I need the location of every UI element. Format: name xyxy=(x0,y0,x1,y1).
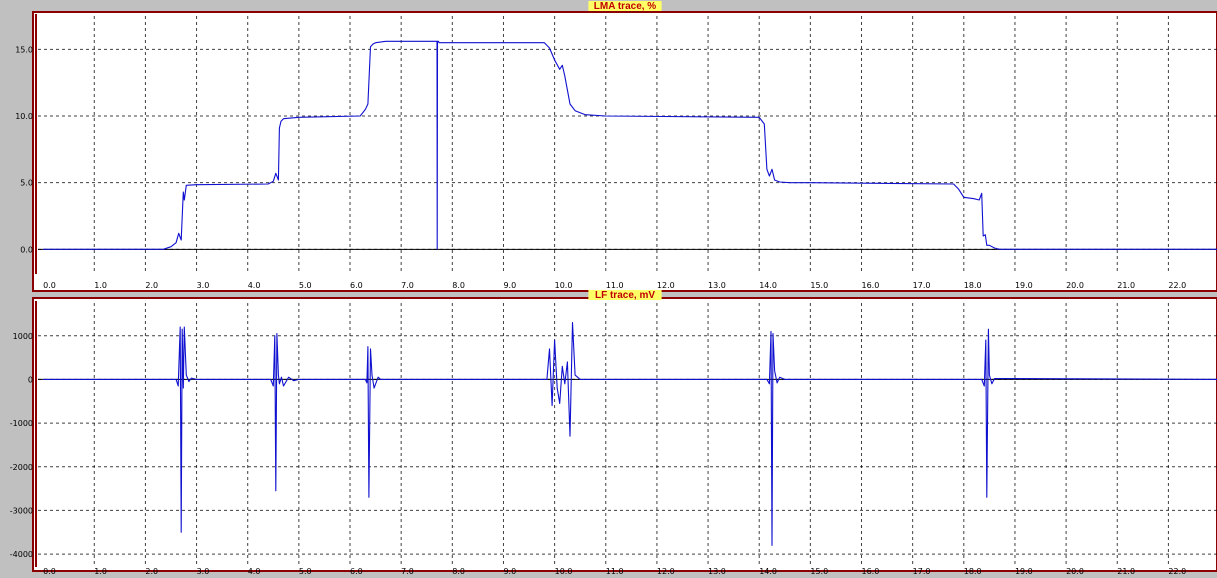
lf-plot-frame xyxy=(32,297,1217,572)
lf-x-tick-label: 17.0 xyxy=(913,567,931,576)
lma-title-badge xyxy=(588,1,662,11)
lf-y-tick-label: 0 xyxy=(28,375,33,384)
lf-x-tick-label: 11.0 xyxy=(606,567,624,576)
lf-x-tick-label: 0.0 xyxy=(43,567,56,576)
lf-x-tick-label: 13.0 xyxy=(708,567,726,576)
lf-x-tick-label: 22.0 xyxy=(1168,567,1186,576)
lf-y-tick-label: 1000 xyxy=(13,332,33,341)
lma-x-tick-label: 13.0 xyxy=(708,281,726,290)
lma-x-tick-label: 7.0 xyxy=(401,281,414,290)
lf-x-tick-label: 2.0 xyxy=(145,567,158,576)
lma-x-tick-label: 20.0 xyxy=(1066,281,1084,290)
lma-x-tick-label: 22.0 xyxy=(1168,281,1186,290)
lma-x-tick-label: 0.0 xyxy=(43,281,56,290)
lf-x-tick-label: 7.0 xyxy=(401,567,414,576)
lf-x-tick-label: 1.0 xyxy=(94,567,107,576)
lma-plot-frame xyxy=(32,11,1217,292)
lf-y-tick-label: -3000 xyxy=(10,506,33,515)
lf-title-badge xyxy=(588,290,662,300)
lf-x-tick-label: 5.0 xyxy=(299,567,312,576)
lma-x-tick-label: 3.0 xyxy=(197,281,210,290)
lf-x-tick-label: 19.0 xyxy=(1015,567,1033,576)
lma-x-tick-label: 4.0 xyxy=(248,281,261,290)
lma-y-tick-label: 5.0 xyxy=(20,179,33,188)
lf-x-tick-label: 8.0 xyxy=(452,567,465,576)
lma-y-tick-label: 15.0 xyxy=(15,45,33,54)
lf-x-tick-label: 3.0 xyxy=(197,567,210,576)
lf-y-tick-label: -4000 xyxy=(10,550,33,559)
lma-x-tick-label: 6.0 xyxy=(350,281,363,290)
lf-x-tick-label: 18.0 xyxy=(964,567,982,576)
lf-x-tick-label: 4.0 xyxy=(248,567,261,576)
lma-x-tick-label: 12.0 xyxy=(657,281,675,290)
lf-x-tick-label: 14.0 xyxy=(759,567,777,576)
lma-x-tick-label: 16.0 xyxy=(862,281,880,290)
lma-x-tick-label: 21.0 xyxy=(1117,281,1135,290)
lma-x-tick-label: 17.0 xyxy=(913,281,931,290)
lma-x-tick-label: 14.0 xyxy=(759,281,777,290)
lma-y-tick-label: 10.0 xyxy=(15,112,33,121)
lf-x-tick-label: 15.0 xyxy=(810,567,828,576)
lf-x-tick-label: 10.0 xyxy=(555,567,573,576)
lma-trace-chart: 0.0 1.0 2.0 3.0 4.0 5.0 6.0 7.0 8.0 9.0 10.0 11.0 12… xyxy=(15,1,1217,292)
lma-x-tick-label: 2.0 xyxy=(145,281,158,290)
lf-trace-series xyxy=(43,322,1217,546)
lma-x-tick-label: 5.0 xyxy=(299,281,312,290)
lma-x-tick-label: 15.0 xyxy=(810,281,828,290)
lf-x-tick-label: 6.0 xyxy=(350,567,363,576)
lf-trace-chart: 0.0 1.0 2.0 3.0 4.0 5.0 6.0 7.0 8.0 9.0 10.0 11.0 12… xyxy=(10,290,1217,576)
lma-x-tick-label: 8.0 xyxy=(452,281,465,290)
lf-x-tick-label: 16.0 xyxy=(862,567,880,576)
lma-x-tick-label: 9.0 xyxy=(503,281,516,290)
lma-x-tick-label: 18.0 xyxy=(964,281,982,290)
lf-chart-title: LF trace, mV xyxy=(595,290,655,301)
lma-x-tick-label: 1.0 xyxy=(94,281,107,290)
lf-x-tick-label: 12.0 xyxy=(657,567,675,576)
lma-trace-series xyxy=(43,40,1217,250)
lf-y-tick-label: -2000 xyxy=(10,463,33,472)
lf-x-tick-label: 20.0 xyxy=(1066,567,1084,576)
lf-x-tick-label: 21.0 xyxy=(1117,567,1135,576)
lma-y-tick-label: 0.0 xyxy=(20,245,33,254)
lma-x-tick-label: 11.0 xyxy=(606,281,624,290)
lma-x-tick-label: 19.0 xyxy=(1015,281,1033,290)
lma-chart-title: LMA trace, % xyxy=(594,1,657,12)
lma-x-tick-label: 10.0 xyxy=(555,281,573,290)
lf-y-tick-label: -1000 xyxy=(10,419,33,428)
lf-x-tick-label: 9.0 xyxy=(503,567,516,576)
